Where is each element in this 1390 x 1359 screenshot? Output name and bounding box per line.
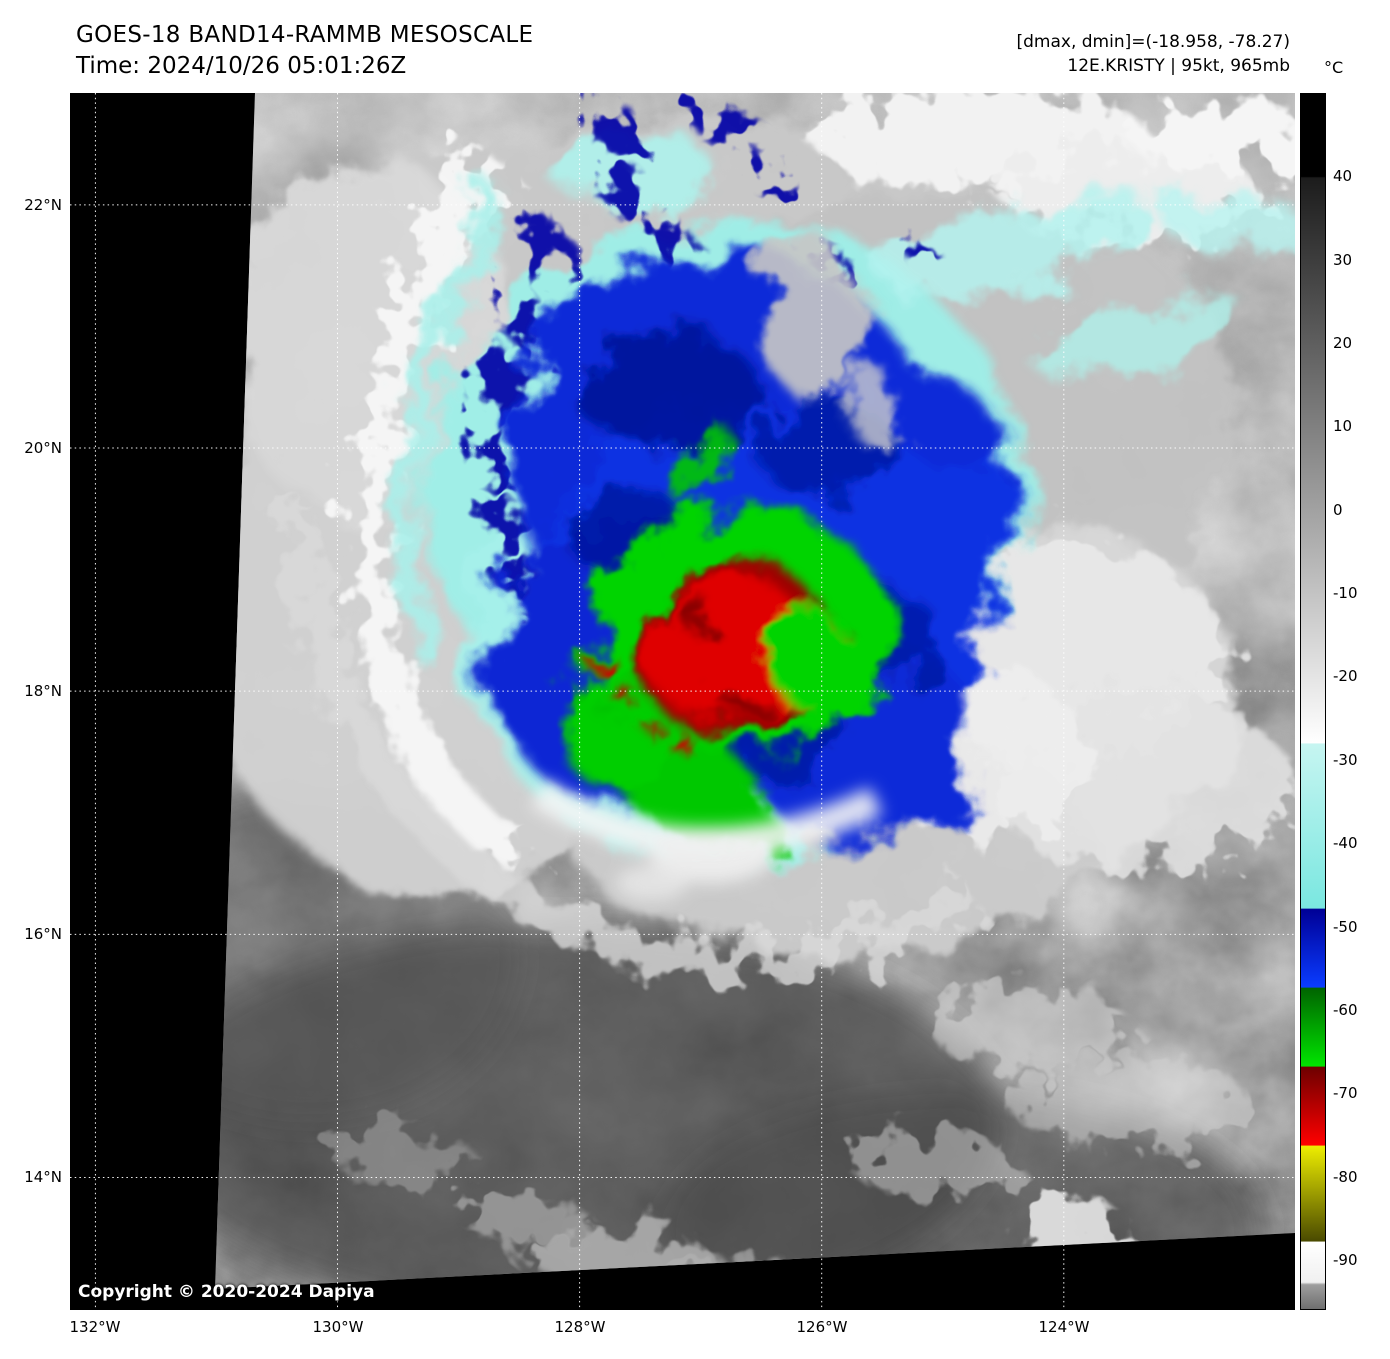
copyright-label: Copyright © 2020-2024 Dapiya — [78, 1282, 375, 1302]
colorbar-tick-label: -80 — [1333, 1168, 1358, 1186]
storm-info: 12E.KRISTY | 95kt, 965mb — [1067, 56, 1290, 76]
colorbar-tick-label: -90 — [1333, 1251, 1358, 1269]
colorbar-tick-label: 0 — [1333, 501, 1343, 519]
satellite-image — [70, 93, 1295, 1310]
timestamp: Time: 2024/10/26 05:01:26Z — [76, 53, 407, 79]
longitude-label: 124°W — [1038, 1318, 1090, 1336]
colorbar-tick-label: 30 — [1333, 251, 1353, 269]
colorbar-tick-label: -50 — [1333, 918, 1358, 936]
coldest-core-red — [585, 561, 847, 751]
colorbar-tick-label: -30 — [1333, 751, 1358, 769]
warm-dark-ocean-patches — [215, 783, 1260, 1289]
gray-dry-intrusion — [760, 238, 896, 441]
colorbar-tick-label: 40 — [1333, 167, 1353, 185]
latitude-label: 16°N — [24, 925, 62, 943]
colorbar-tick-label: -60 — [1333, 1001, 1358, 1019]
latitude-label: 22°N — [24, 196, 62, 214]
longitude-label: 132°W — [69, 1318, 121, 1336]
header-right: [dmax, dmin]=(-18.958, -78.27) 12E.KRIST… — [1017, 30, 1291, 78]
longitude-label: 130°W — [312, 1318, 364, 1336]
longitude-label: 128°W — [554, 1318, 606, 1336]
colorbar-tick-label: -10 — [1333, 584, 1358, 602]
latitude-label: 18°N — [24, 682, 62, 700]
satellite-data-region — [215, 93, 1295, 1289]
page-title: GOES-18 BAND14-RAMMB MESOSCALE — [76, 22, 534, 48]
latitude-label: 20°N — [24, 439, 62, 457]
colorbar-unit-label: °C — [1324, 58, 1344, 77]
map-area: Copyright © 2020-2024 Dapiya — [70, 93, 1295, 1310]
colorbar-tick-label: -20 — [1333, 667, 1358, 685]
colorbar-tick-label: 10 — [1333, 417, 1353, 435]
dmax-dmin-readout: [dmax, dmin]=(-18.958, -78.27) — [1016, 32, 1291, 52]
colorbar-tick-label: 20 — [1333, 334, 1353, 352]
colorbar-tick-label: -40 — [1333, 834, 1358, 852]
latitude-label: 14°N — [24, 1168, 62, 1186]
longitude-label: 126°W — [796, 1318, 848, 1336]
colorbar-tick-label: -70 — [1333, 1084, 1358, 1102]
colorbar — [1300, 93, 1326, 1310]
